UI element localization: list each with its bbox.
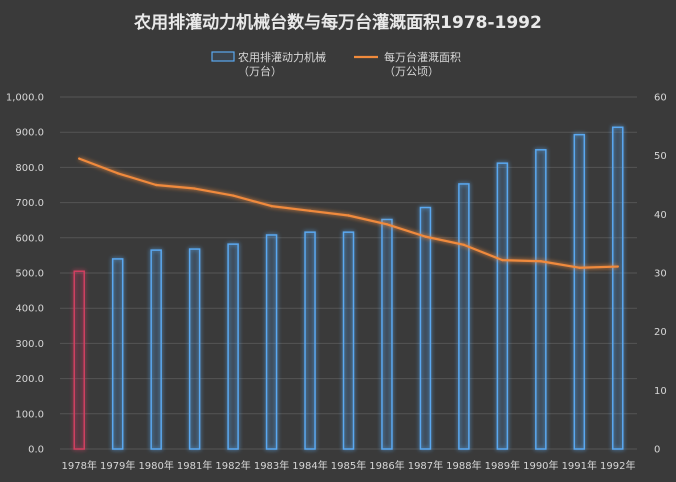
chart-title: 农用排灌动力机械台数与每万台灌溉面积1978-1992	[133, 12, 542, 33]
bar-1992年	[612, 126, 624, 450]
left-tick-label: 700.0	[15, 198, 44, 209]
x-tick-label: 1984年	[292, 459, 327, 472]
line-point-1987年	[424, 235, 427, 238]
line-series	[78, 157, 619, 269]
x-tick-label: 1987年	[408, 459, 443, 472]
bar-1988年	[458, 183, 470, 450]
right-tick-label: 0	[654, 445, 660, 456]
bar-1979年	[111, 258, 124, 450]
x-tick-label: 1982年	[215, 459, 250, 472]
line-point-1992年	[616, 265, 619, 268]
x-tick-label: 1980年	[138, 459, 173, 472]
left-tick-label: 400.0	[15, 304, 44, 315]
bar-series	[73, 126, 624, 450]
x-tick-label: 1983年	[254, 459, 289, 472]
x-tick-label: 1985年	[331, 459, 366, 472]
line-point-1991年	[578, 266, 581, 269]
x-tick-label: 1978年	[62, 459, 97, 472]
bar-1985年	[342, 231, 355, 450]
right-axis-ticks: 0 10 20 30 40 50 60	[654, 93, 667, 456]
right-tick-label: 40	[654, 210, 667, 221]
line-point-1988年	[462, 243, 466, 247]
bar-1986年	[381, 218, 393, 450]
line-point-1986年	[385, 223, 389, 226]
left-tick-label: 1,000.0	[6, 93, 44, 104]
bar-1981年	[188, 248, 201, 450]
bar-1991年	[573, 133, 586, 450]
left-tick-label: 900.0	[15, 128, 44, 139]
x-axis-ticks: 1978年 1979年 1980年 1981年 1982年 1983年 1984年 1985年…	[62, 459, 636, 472]
right-tick-label: 60	[654, 93, 667, 104]
line-point-1981年	[193, 187, 196, 190]
legend: 农用排灌动力机械（万台） 每万台灌溉面积（万公顷）	[211, 50, 461, 78]
legend-bar-label: 农用排灌动力机械（万台）	[238, 50, 326, 78]
line-point-1979年	[116, 172, 119, 175]
bar-1984年	[304, 231, 316, 450]
legend-bar-swatch	[211, 51, 235, 62]
bar-1987年	[419, 206, 432, 450]
line-point-1983年	[270, 204, 273, 208]
line-point-1982年	[231, 194, 235, 197]
x-tick-label: 1991年	[562, 459, 597, 472]
line-point-1984年	[308, 209, 312, 213]
right-tick-label: 10	[654, 386, 667, 397]
bar-1982年	[227, 243, 239, 450]
bar-1983年	[265, 234, 278, 450]
line-point-1989年	[501, 258, 504, 262]
bar-1980年	[150, 249, 162, 450]
x-tick-label: 1979年	[100, 459, 135, 472]
bar-1978年	[73, 270, 85, 450]
bar-1989年	[496, 162, 509, 450]
line-point-1980年	[154, 183, 158, 187]
x-tick-label: 1986年	[369, 459, 404, 472]
left-tick-label: 600.0	[15, 233, 44, 244]
x-tick-label: 1981年	[177, 459, 212, 472]
left-tick-label: 500.0	[15, 269, 44, 280]
line-point-1990年	[539, 260, 543, 263]
legend-line-label: 每万台灌溉面积（万公顷）	[384, 50, 461, 78]
left-tick-label: 200.0	[15, 374, 44, 385]
line-point-1985年	[347, 214, 350, 217]
right-tick-label: 50	[654, 151, 667, 162]
x-tick-label: 1990年	[523, 459, 558, 472]
x-tick-label: 1988年	[446, 459, 481, 472]
x-tick-label: 1992年	[600, 459, 635, 472]
x-tick-label: 1989年	[485, 459, 520, 472]
right-tick-label: 20	[654, 327, 667, 338]
right-tick-label: 30	[654, 269, 667, 280]
left-tick-label: 300.0	[15, 339, 44, 350]
left-tick-label: 0.0	[28, 445, 44, 456]
line-point-1978年	[78, 157, 81, 160]
left-tick-label: 100.0	[15, 409, 44, 420]
bar-1990年	[535, 149, 547, 450]
left-axis-ticks: 0.0 100.0 200.0 300.0 400.0 500.0 600.0 700.0 80…	[6, 93, 44, 456]
left-tick-label: 800.0	[15, 163, 44, 174]
